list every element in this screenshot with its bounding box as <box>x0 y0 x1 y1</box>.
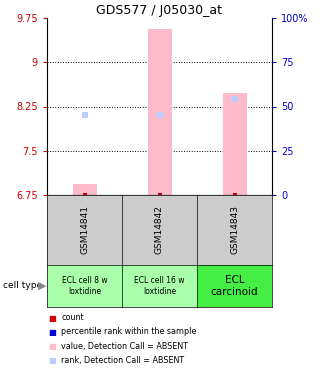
Text: ▶: ▶ <box>38 281 47 291</box>
Text: ECL cell 8 w
loxtidine: ECL cell 8 w loxtidine <box>62 276 107 296</box>
Text: cell type: cell type <box>3 282 43 291</box>
Text: GSM14843: GSM14843 <box>230 206 239 255</box>
Text: GSM14842: GSM14842 <box>155 206 164 254</box>
Title: GDS577 / J05030_at: GDS577 / J05030_at <box>96 4 222 17</box>
Text: count: count <box>61 314 84 322</box>
Text: rank, Detection Call = ABSENT: rank, Detection Call = ABSENT <box>61 356 184 364</box>
Text: value, Detection Call = ABSENT: value, Detection Call = ABSENT <box>61 342 188 351</box>
Text: ■: ■ <box>48 327 56 336</box>
Text: ■: ■ <box>48 356 56 364</box>
Bar <box>73 184 96 195</box>
Bar <box>222 93 247 195</box>
Text: ■: ■ <box>48 342 56 351</box>
Text: ECL
carcinoid: ECL carcinoid <box>211 275 258 297</box>
Text: ECL cell 16 w
loxtidine: ECL cell 16 w loxtidine <box>134 276 185 296</box>
Text: ■: ■ <box>48 314 56 322</box>
Text: GSM14841: GSM14841 <box>80 206 89 255</box>
Text: percentile rank within the sample: percentile rank within the sample <box>61 327 196 336</box>
Bar <box>148 28 172 195</box>
